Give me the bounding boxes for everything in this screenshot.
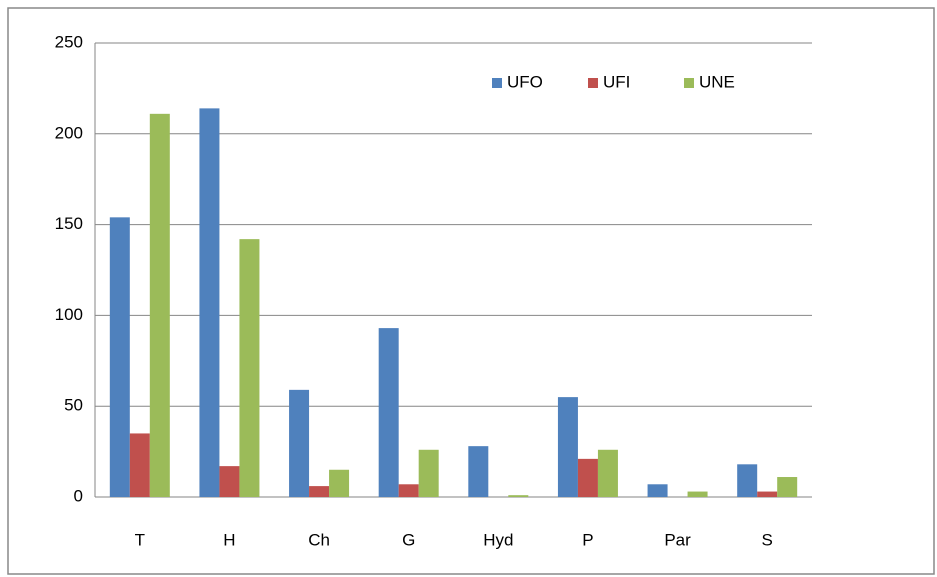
bar	[468, 446, 489, 497]
bar	[309, 486, 330, 497]
bar	[219, 466, 240, 497]
bar	[149, 113, 170, 497]
bar	[577, 458, 598, 497]
x-tick-label: T	[135, 530, 145, 549]
bar	[557, 397, 578, 497]
y-tick-label: 150	[55, 214, 83, 233]
x-tick-label: Ch	[308, 530, 330, 549]
bar	[378, 328, 399, 497]
bar	[597, 449, 618, 497]
bar	[239, 239, 260, 498]
bar	[289, 389, 310, 497]
bar	[418, 449, 439, 497]
x-tick-label: P	[582, 530, 593, 549]
bar	[398, 484, 419, 497]
y-tick-label: 50	[64, 396, 83, 415]
x-tick-label: S	[762, 530, 773, 549]
bar	[109, 217, 130, 497]
bar	[777, 477, 798, 497]
bar	[329, 469, 350, 497]
y-tick-label: 100	[55, 305, 83, 324]
legend-swatch	[588, 78, 598, 88]
x-tick-label: Par	[664, 530, 691, 549]
y-tick-label: 250	[55, 32, 83, 51]
bar	[129, 433, 150, 497]
y-tick-label: 0	[74, 486, 83, 505]
x-tick-label: Hyd	[483, 530, 513, 549]
x-tick-label: H	[223, 530, 235, 549]
legend-label: UNE	[699, 72, 735, 91]
bar	[687, 491, 708, 497]
y-tick-label: 200	[55, 123, 83, 142]
bar	[199, 108, 220, 497]
legend-swatch	[492, 78, 502, 88]
bar	[737, 464, 758, 497]
legend-swatch	[684, 78, 694, 88]
bar	[647, 484, 668, 497]
bar	[757, 491, 778, 497]
x-tick-label: G	[402, 530, 415, 549]
bar	[508, 495, 529, 497]
legend-label: UFI	[603, 72, 630, 91]
legend-label: UFO	[507, 72, 543, 91]
